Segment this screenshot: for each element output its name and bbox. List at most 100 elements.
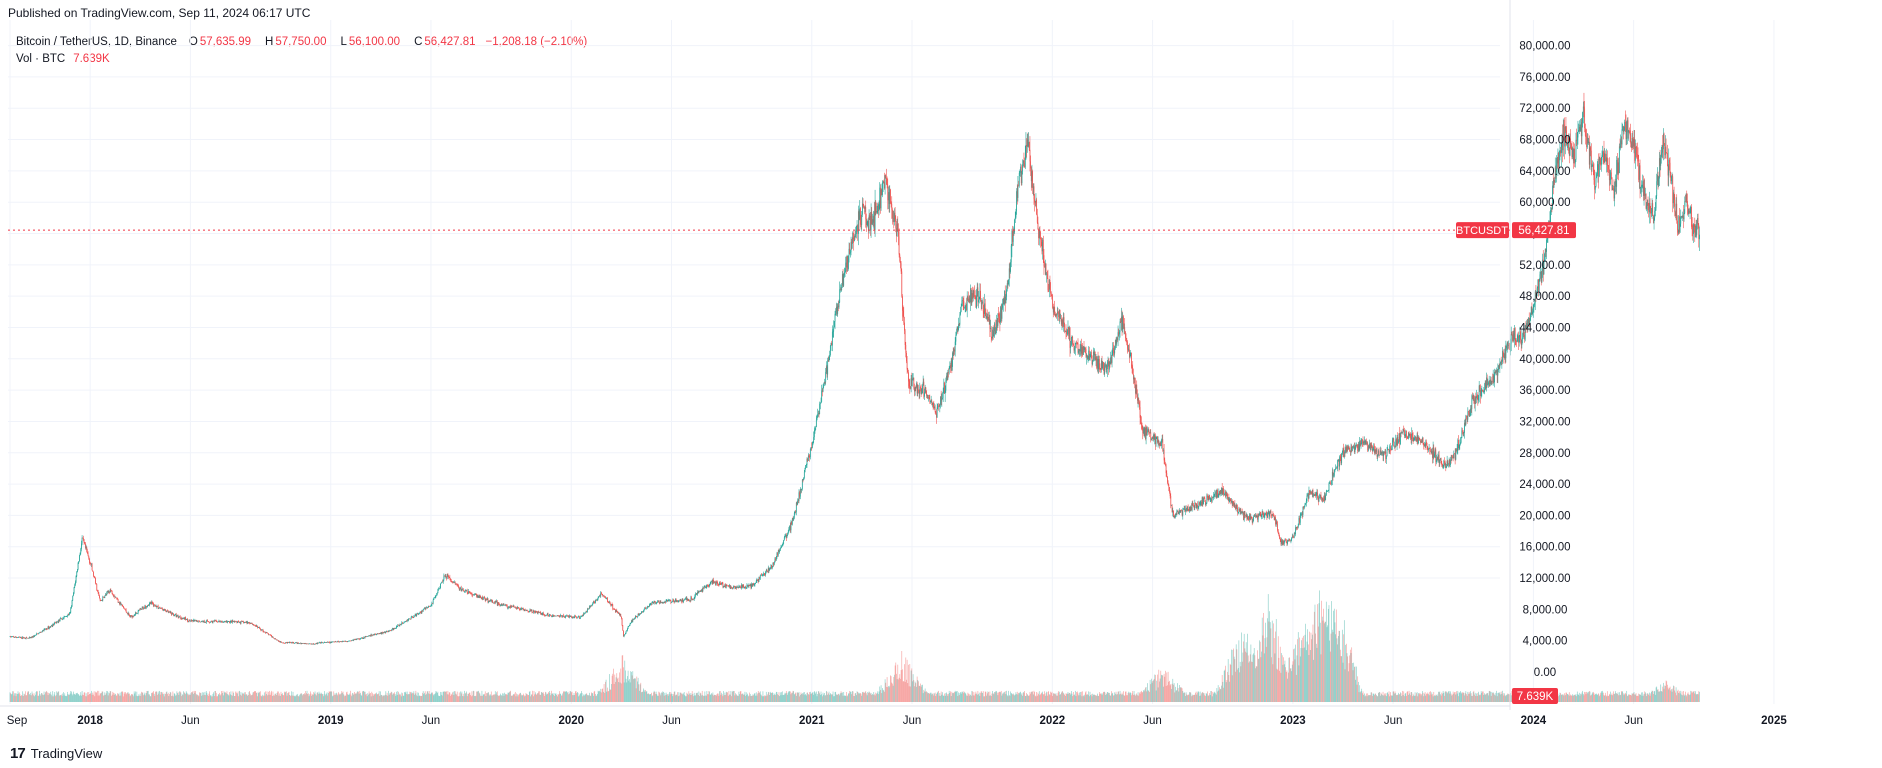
candle-body [141, 607, 143, 610]
candle [271, 636, 273, 638]
volume-bar [1325, 621, 1326, 702]
volume-bar [583, 695, 585, 702]
volume-bar [63, 692, 64, 702]
candle [478, 595, 479, 598]
candle [347, 641, 349, 643]
volume-bar [1281, 653, 1282, 702]
volume-bar [682, 694, 684, 702]
candle-body [541, 613, 543, 616]
volume-bar [503, 695, 505, 702]
volume-bar [1605, 695, 1607, 702]
volume-bar [1326, 627, 1328, 702]
candle [497, 602, 499, 607]
volume-bar [1021, 693, 1023, 702]
candle-body [545, 615, 547, 616]
volume-bar [1590, 695, 1591, 702]
candle-body [82, 537, 84, 539]
volume-bar [1572, 695, 1574, 702]
volume-bar [994, 692, 995, 702]
volume-bar [1422, 692, 1424, 702]
volume-bar [1492, 692, 1493, 702]
candle [363, 636, 365, 640]
volume-bar [1064, 694, 1065, 702]
candle-body [296, 642, 298, 644]
volume-bar [591, 693, 593, 702]
candle [372, 633, 374, 636]
candle-body [63, 616, 65, 619]
volume-bar [102, 691, 104, 702]
volume-bar [412, 693, 413, 702]
volume-bar [1072, 696, 1074, 702]
symbol-title[interactable]: Bitcoin / TetherUS, 1D, Binance [16, 36, 177, 48]
candle [442, 579, 443, 583]
candle [135, 611, 136, 616]
volume-bar [87, 695, 89, 702]
volume-bar [671, 693, 672, 702]
volume-bar [498, 696, 499, 702]
volume-bar [896, 679, 898, 702]
candle [386, 630, 388, 632]
volume-bar [1432, 694, 1433, 702]
candle-body [208, 621, 210, 623]
volume-bar [801, 693, 803, 702]
volume-bar [1430, 691, 1431, 702]
volume-bar [1401, 696, 1403, 702]
candle-body [281, 642, 283, 643]
volume-bar [933, 695, 935, 702]
volume-bar [1675, 692, 1676, 702]
volume-bar [780, 695, 782, 702]
volume-bar [524, 696, 525, 702]
volume-bar [838, 693, 839, 702]
volume-bar [227, 694, 229, 702]
volume-label[interactable]: Vol · BTC [16, 53, 66, 65]
candle-body [328, 642, 330, 643]
candle-body [103, 597, 105, 598]
candle-body [218, 620, 220, 622]
volume-bar [1002, 692, 1004, 702]
candle [416, 612, 418, 614]
volume-bar [61, 694, 62, 702]
candle-body [518, 607, 520, 609]
volume-bar [211, 696, 212, 702]
candle-body [51, 625, 53, 627]
candle [304, 642, 306, 645]
volume-bar [1222, 681, 1224, 702]
volume-bar [1271, 620, 1273, 702]
candle [67, 613, 69, 617]
volume-bar [473, 691, 475, 702]
volume-bar [1181, 688, 1183, 702]
candle-body [315, 643, 317, 644]
volume-bar [1558, 695, 1560, 702]
candle-body [293, 642, 295, 644]
candle-body [510, 605, 512, 608]
volume-bar [1598, 696, 1600, 702]
volume-bar [405, 691, 407, 702]
candle-body [70, 608, 72, 613]
volume-bar [1658, 691, 1660, 702]
volume-bar [1397, 694, 1399, 702]
volume-bar [1081, 696, 1083, 702]
candle-body [538, 611, 540, 613]
volume-bar [16, 694, 18, 702]
volume-bar [77, 692, 78, 702]
volume-bar [954, 690, 956, 702]
volume-bar [369, 693, 371, 702]
candle [226, 620, 228, 624]
candle-body [313, 643, 315, 645]
volume-bar [276, 692, 278, 702]
candle-body [424, 608, 426, 610]
volume-bar [980, 692, 981, 702]
volume-bar [554, 693, 556, 702]
candle [199, 620, 200, 623]
volume-bar [854, 696, 855, 702]
candle-body [528, 611, 530, 613]
volume-bar [595, 694, 596, 702]
volume-bar [1217, 685, 1219, 702]
candle [517, 606, 519, 609]
volume-bar [67, 691, 68, 702]
candle [37, 633, 39, 635]
candle [99, 594, 100, 599]
volume-bar [1376, 695, 1377, 702]
volume-bar [193, 690, 195, 702]
